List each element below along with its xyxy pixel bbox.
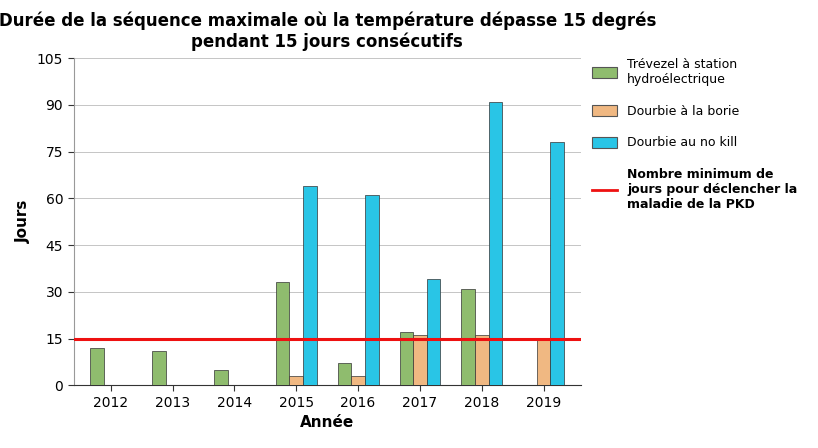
Bar [488,102,502,385]
Bar [551,142,564,385]
Bar [290,376,303,385]
Bar [365,195,379,385]
X-axis label: Année: Année [300,415,354,430]
Bar [276,283,290,385]
Bar [537,339,551,385]
Bar [399,332,413,385]
Legend: Trévezel à station
hydroélectrique, Dourbie à la borie, Dourbie au no kill, Nomb: Trévezel à station hydroélectrique, Dour… [592,58,798,211]
Title: Durée de la séquence maximale où la température dépasse 15 degrés
pendant 15 jou: Durée de la séquence maximale où la temp… [0,11,656,51]
Bar [90,348,104,385]
Bar [413,336,427,385]
Bar [475,336,488,385]
Bar [152,351,166,385]
Bar [461,289,475,385]
Bar [214,370,227,385]
Bar [338,363,351,385]
Y-axis label: Jours: Jours [16,200,31,243]
Bar [351,376,365,385]
Bar [427,280,440,385]
Bar [303,186,317,385]
